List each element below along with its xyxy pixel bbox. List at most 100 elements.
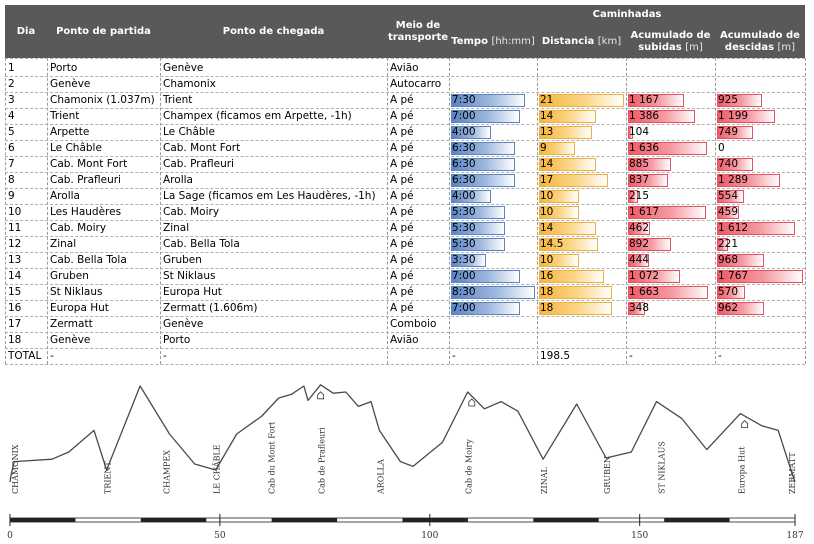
grid-line-horizontal	[5, 252, 805, 253]
cell-transport: A pé	[390, 286, 414, 298]
header-ascent-text: Acumulado de subidas [m]	[626, 30, 715, 54]
axis-bar-segment	[533, 518, 599, 522]
cell-transport: A pé	[390, 158, 414, 170]
cell-day: 18	[8, 334, 22, 346]
cell-transport: A pé	[390, 110, 414, 122]
cell-start: Trient	[50, 110, 80, 122]
data-bar-distance	[539, 126, 592, 139]
cell-time: 7:00	[452, 270, 476, 282]
cell-day: 5	[8, 126, 15, 138]
grid-line-horizontal	[5, 316, 805, 317]
grid-line-vertical	[537, 58, 538, 364]
cell-time: 4:00	[452, 190, 476, 202]
header-descent-unit: [m]	[777, 41, 796, 53]
cell-time: 6:30	[452, 142, 476, 154]
header-descent-text: Acumulado de descidas [m]	[715, 30, 805, 54]
data-bar-distance	[539, 142, 575, 155]
cell-transport: A pé	[390, 126, 414, 138]
cell-start: Zermatt	[50, 318, 93, 330]
data-bar-ascent	[628, 94, 684, 107]
data-bar-distance	[539, 174, 608, 187]
cell-day: 10	[8, 206, 22, 218]
data-bar-ascent	[628, 286, 708, 299]
cell-start: Cab. Bella Tola	[50, 254, 127, 266]
cell-end: Arolla	[163, 174, 193, 186]
cell-day: 1	[8, 62, 15, 74]
data-bar-descent	[717, 190, 744, 203]
cell-time: 5:30	[452, 238, 476, 250]
data-bar-distance	[539, 110, 596, 123]
itinerary-table: Dia Ponto de partida Ponto de chegada Meio …	[5, 5, 806, 365]
grid-line-horizontal	[5, 76, 805, 77]
place-label: ZERMATT	[788, 452, 797, 494]
data-bar-distance	[539, 158, 596, 171]
cell-descent: 749	[718, 126, 739, 138]
cell-ascent: 1 663	[629, 286, 660, 298]
cell-transport	[387, 348, 449, 364]
hut-icon	[317, 391, 325, 400]
cell-distance: 16	[540, 270, 554, 282]
data-bar-ascent	[628, 142, 707, 155]
data-bar-time	[451, 286, 535, 299]
cell-ascent: 892	[629, 238, 650, 250]
cell-day: 13	[8, 254, 22, 266]
cell-end: Trient	[163, 94, 193, 106]
cell-distance: 14.5	[540, 238, 564, 250]
cell-distance: 9	[540, 142, 547, 154]
cell-start: Chamonix (1.037m)	[50, 94, 155, 106]
x-tick-label: 0	[7, 531, 13, 541]
cell-descent: 1 767	[718, 270, 749, 282]
data-bar-distance	[539, 190, 579, 203]
cell-ascent: 348	[629, 302, 650, 314]
axis-bar-segment	[664, 518, 730, 522]
cell-start: Cab. Prafleuri	[50, 174, 121, 186]
cell-end: Chamonix	[163, 78, 216, 90]
cell-start: Porto	[50, 62, 78, 74]
cell-end: Champex (ficamos em Arpette, -1h)	[163, 110, 352, 122]
cell-end: Cab. Bella Tola	[163, 238, 240, 250]
cell-end: Genève	[163, 318, 204, 330]
data-bar-time	[451, 142, 515, 155]
axis-bar-segment	[10, 518, 76, 522]
cell-start: Cab. Moiry	[50, 222, 107, 234]
cell-day: 2	[8, 78, 15, 90]
cell-transport: A pé	[390, 254, 414, 266]
data-bar-descent	[717, 222, 795, 235]
data-bar-distance	[539, 94, 624, 107]
cell-day: TOTAL	[8, 350, 42, 362]
grid-line-horizontal	[5, 140, 805, 141]
cell-distance: 10	[540, 206, 554, 218]
cell-time: 3:30	[452, 254, 476, 266]
cell-ascent: 1 617	[629, 206, 660, 218]
data-bar-distance	[539, 238, 598, 251]
cell-end: St Niklaus	[163, 270, 216, 282]
cell-end: Cab. Moiry	[163, 206, 220, 218]
grid-line-horizontal	[5, 284, 805, 285]
data-bar-ascent	[628, 206, 706, 219]
cell-ascent: 444	[629, 254, 650, 266]
cell-end: -	[163, 350, 167, 362]
grid-line-vertical	[47, 58, 48, 364]
grid-line-vertical	[449, 58, 450, 364]
data-bar-ascent	[628, 190, 638, 203]
cell-transport: A pé	[390, 302, 414, 314]
header-descent-label: Acumulado de descidas	[720, 29, 800, 53]
data-bar-ascent	[628, 110, 695, 123]
cell-descent: 554	[718, 190, 739, 202]
cell-day: 16	[8, 302, 22, 314]
data-bar-descent	[717, 94, 762, 107]
cell-descent: 968	[718, 254, 739, 266]
grid-line-horizontal	[5, 348, 805, 349]
data-bar-descent	[717, 254, 764, 267]
cell-descent: 1 612	[718, 222, 749, 234]
header-time-unit: [hh:mm]	[491, 35, 535, 47]
cell-ascent: 1 636	[629, 142, 660, 154]
data-bar-descent	[717, 110, 775, 123]
cell-transport: A pé	[390, 142, 414, 154]
data-bar-distance	[539, 206, 579, 219]
data-bar-descent	[717, 206, 739, 219]
cell-distance: 14	[540, 158, 554, 170]
cell-time: -	[452, 350, 456, 362]
header-day-label: Dia	[16, 25, 36, 37]
cell-ascent: 885	[629, 158, 650, 170]
